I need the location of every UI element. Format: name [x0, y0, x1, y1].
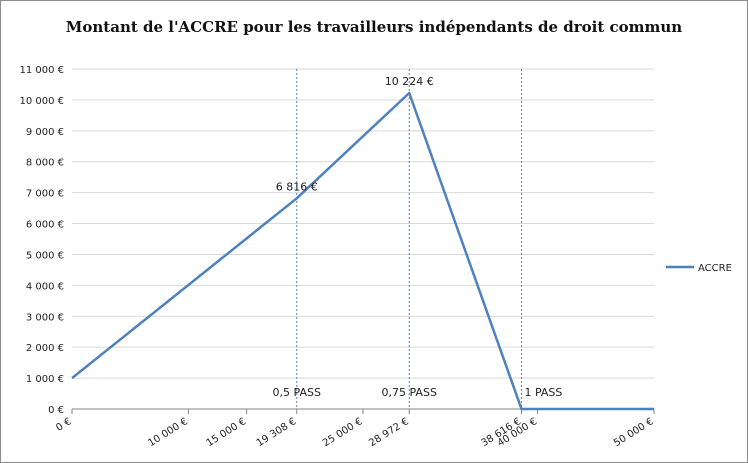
data-label: 6 816 € [276, 180, 318, 193]
reference-line-label: 0,5 PASS [273, 386, 321, 399]
x-tick-label: 19 308 € [255, 416, 299, 449]
reference-line-label: 1 PASS [524, 386, 562, 399]
y-tick-label: 11 000 € [19, 65, 64, 76]
legend-label-accre: ACCRE [698, 263, 732, 274]
data-label: 10 224 € [385, 75, 434, 88]
y-tick-label: 0 € [48, 405, 64, 416]
y-tick-label: 8 000 € [26, 158, 64, 169]
y-tick-label: 5 000 € [26, 250, 64, 261]
chart-title: Montant de l'ACCRE pour les travailleurs… [65, 18, 683, 36]
series-line-accre [71, 91, 654, 411]
y-tick-label: 6 000 € [26, 220, 64, 231]
x-tick-label: 25 000 € [321, 416, 365, 449]
y-tick-label: 3 000 € [26, 312, 64, 323]
y-tick-label: 10 000 € [19, 96, 64, 107]
y-tick-label: 7 000 € [26, 189, 64, 200]
reference-line-label: 0,75 PASS [382, 386, 437, 399]
x-tick-label: 0 € [54, 416, 73, 434]
y-tick-label: 2 000 € [26, 343, 64, 354]
x-tick-label: 28 972 € [367, 416, 411, 449]
x-tick-label: 10 000 € [146, 416, 190, 449]
x-tick-label: 50 000 € [612, 416, 656, 449]
y-tick-label: 4 000 € [26, 281, 64, 292]
y-tick-label: 1 000 € [26, 374, 64, 385]
y-tick-label: 9 000 € [26, 127, 64, 138]
x-tick-label: 15 000 € [205, 416, 249, 449]
